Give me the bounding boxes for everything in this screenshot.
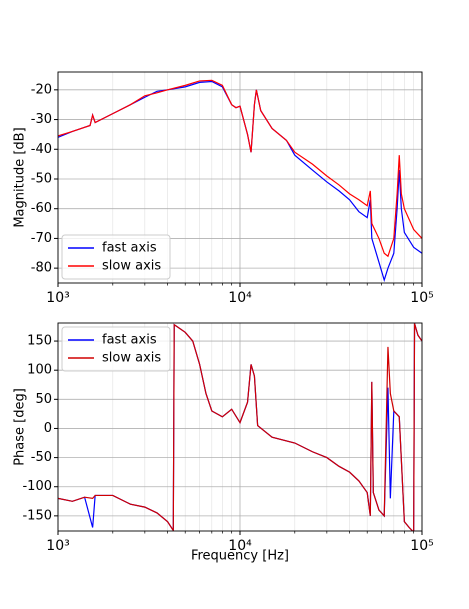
y-axis-label: Phase [deg]: [13, 388, 28, 466]
y-tick-label: -50: [31, 171, 52, 186]
plot-area: [58, 323, 422, 531]
axes-frame: [57, 71, 423, 284]
x-tick-label: 10⁴: [228, 290, 252, 306]
legend-label: fast axis: [102, 333, 157, 348]
series-line: [58, 323, 422, 531]
y-tick-label: -40: [31, 142, 52, 157]
legend-box: [61, 326, 171, 372]
y-tick-label: 0: [44, 421, 52, 436]
y-tick-label: 50: [35, 392, 52, 407]
x-tick-label: 10³: [46, 538, 69, 554]
y-tick-label: -70: [31, 231, 52, 246]
legend-label: fast axis: [102, 241, 157, 256]
y-tick-label: -150: [22, 508, 52, 523]
axes-frame: [57, 322, 423, 532]
x-tick-label: 10⁵: [410, 538, 433, 554]
y-axis-label: Magnitude [dB]: [13, 127, 28, 227]
x-tick-label: 10⁵: [410, 290, 433, 306]
legend-label: slow axis: [102, 259, 161, 274]
y-tick-label: -80: [31, 261, 52, 276]
series-line: [58, 79, 422, 258]
y-tick-label: 150: [27, 334, 52, 349]
x-tick-label: 10⁴: [228, 538, 252, 554]
x-tick-label: 10³: [46, 290, 69, 306]
y-tick-label: -100: [22, 479, 52, 494]
y-tick-label: -20: [31, 82, 52, 97]
y-tick-label: 100: [27, 363, 52, 378]
plot-area: [58, 79, 422, 283]
y-tick-label: -60: [31, 201, 52, 216]
y-tick-label: -30: [31, 112, 52, 127]
legend-label: slow axis: [102, 351, 161, 366]
x-axis-label: Frequency [Hz]: [191, 549, 289, 564]
y-tick-label: -50: [31, 450, 52, 465]
legend-box: [61, 234, 171, 280]
